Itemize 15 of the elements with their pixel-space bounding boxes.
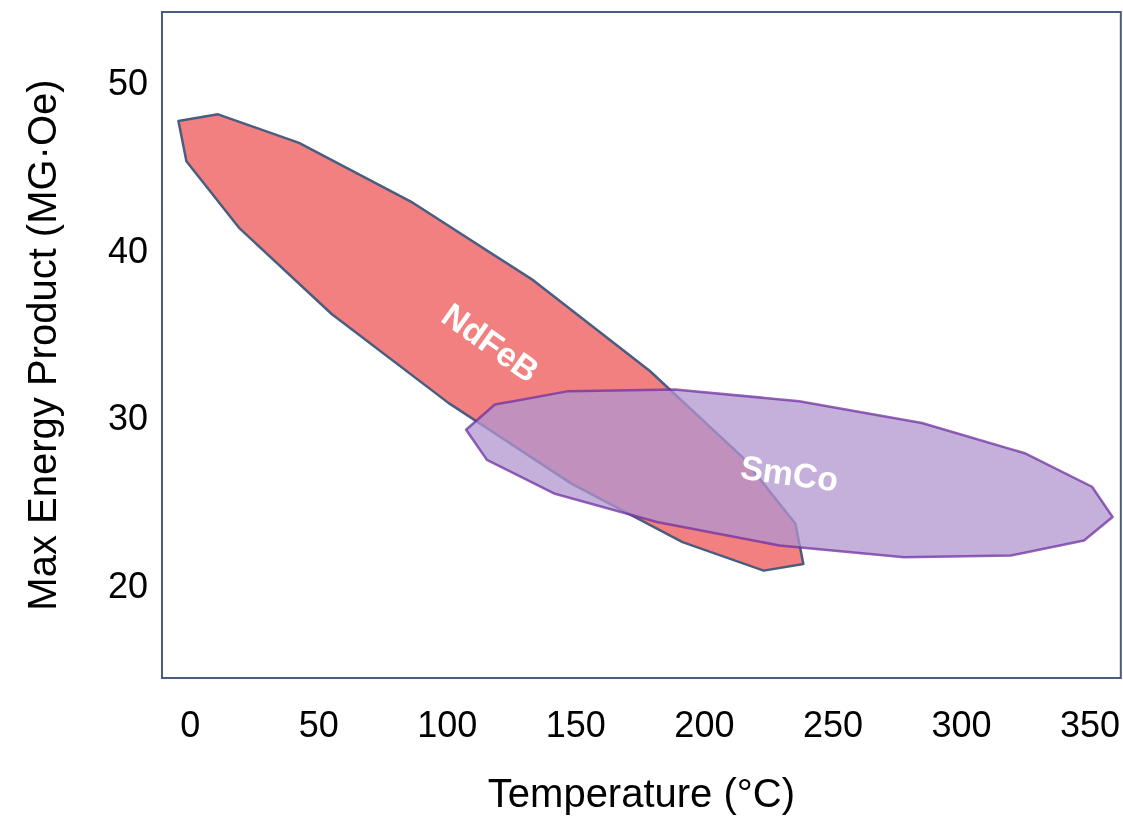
- series-label: SmCo: [738, 447, 841, 499]
- x-tick-label: 250: [802, 703, 863, 745]
- y-axis-title: Max Energy Product (MG·Oe): [20, 79, 64, 611]
- x-tick-label: 200: [674, 703, 735, 745]
- x-tick-label: 100: [417, 703, 478, 745]
- y-tick-label: 40: [107, 229, 148, 271]
- x-tick-label: 50: [298, 703, 339, 745]
- x-tick-label: 150: [545, 703, 606, 745]
- x-tick-label: 300: [931, 703, 992, 745]
- x-tick-label: 350: [1059, 703, 1121, 745]
- y-tick-label: 30: [107, 397, 148, 439]
- y-tick-label: 20: [107, 565, 148, 607]
- y-tick-label: 50: [107, 61, 148, 103]
- x-tick-label: 0: [180, 703, 201, 745]
- x-axis-title: Temperature (°C): [487, 771, 795, 815]
